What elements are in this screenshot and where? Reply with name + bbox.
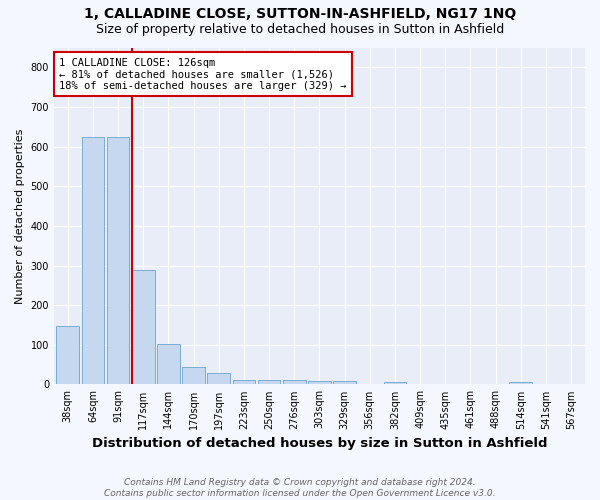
Text: Contains HM Land Registry data © Crown copyright and database right 2024.
Contai: Contains HM Land Registry data © Crown c… (104, 478, 496, 498)
X-axis label: Distribution of detached houses by size in Sutton in Ashfield: Distribution of detached houses by size … (92, 437, 547, 450)
Bar (308, 382, 331, 384)
Bar (509, 382, 532, 384)
Bar (283, 380, 305, 384)
Bar (182, 367, 205, 384)
Bar (208, 372, 230, 384)
Bar (258, 380, 280, 384)
Bar (82, 136, 104, 384)
Bar (334, 382, 356, 384)
Text: 1 CALLADINE CLOSE: 126sqm
← 81% of detached houses are smaller (1,526)
18% of se: 1 CALLADINE CLOSE: 126sqm ← 81% of detac… (59, 58, 347, 91)
Bar (132, 270, 155, 384)
Y-axis label: Number of detached properties: Number of detached properties (15, 128, 25, 304)
Bar (383, 382, 406, 384)
Bar (157, 344, 180, 385)
Bar (233, 380, 255, 384)
Bar (107, 136, 130, 384)
Text: Size of property relative to detached houses in Sutton in Ashfield: Size of property relative to detached ho… (96, 22, 504, 36)
Text: 1, CALLADINE CLOSE, SUTTON-IN-ASHFIELD, NG17 1NQ: 1, CALLADINE CLOSE, SUTTON-IN-ASHFIELD, … (84, 8, 516, 22)
Bar (56, 326, 79, 384)
